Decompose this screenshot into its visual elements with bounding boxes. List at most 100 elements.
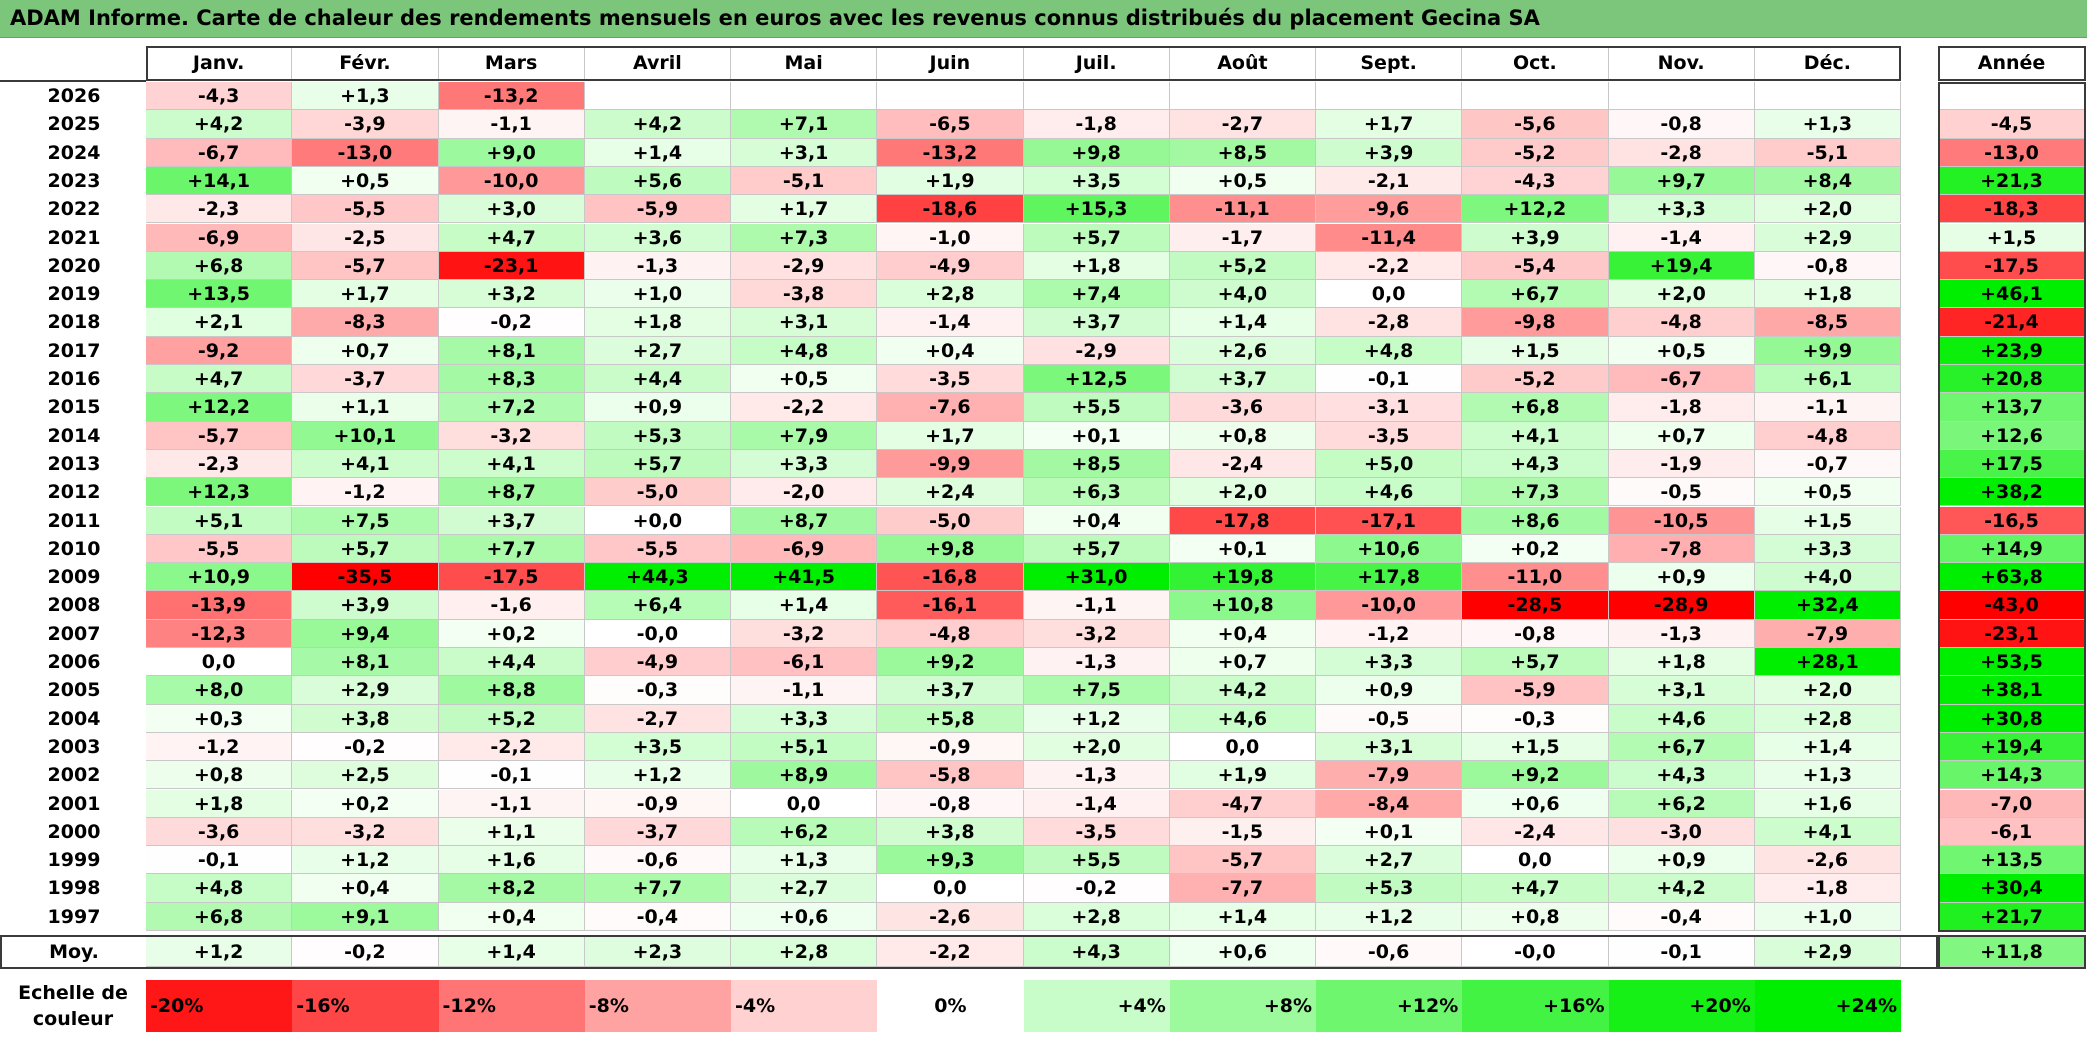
heatmap-cell: -28,5 bbox=[1462, 591, 1609, 620]
annual-header: Année bbox=[1938, 46, 2086, 80]
heatmap-cell: -13,2 bbox=[438, 82, 585, 111]
heatmap-cell bbox=[731, 82, 878, 111]
heatmap-cell: -5,4 bbox=[1462, 251, 1609, 281]
grid-separator bbox=[0, 80, 146, 82]
annual-cell: -21,4 bbox=[1938, 308, 2086, 337]
annual-cell: +30,8 bbox=[1938, 704, 2086, 733]
heatmap-cell: +1,3 bbox=[292, 82, 439, 111]
heatmap-cell: +2,7 bbox=[1316, 846, 1463, 875]
heatmap-cell: +5,7 bbox=[584, 449, 731, 479]
heatmap-cell: +8,5 bbox=[1023, 449, 1170, 479]
heatmap-cell: -17,5 bbox=[438, 563, 585, 592]
heatmap-cell: +7,7 bbox=[438, 534, 585, 564]
month-header: Janv. bbox=[146, 46, 293, 80]
heatmap-cell: +0,7 bbox=[292, 336, 439, 365]
heatmap-cell: -3,5 bbox=[1316, 421, 1463, 450]
color-scale-step: -20% bbox=[146, 980, 293, 1032]
heatmap-cell: +9,3 bbox=[877, 846, 1024, 875]
heatmap-cell: -16,1 bbox=[877, 591, 1024, 620]
heatmap-cell: -2,9 bbox=[1023, 336, 1170, 365]
heatmap-cell: +15,3 bbox=[1023, 195, 1170, 224]
heatmap-cell: 0,0 bbox=[877, 874, 1024, 903]
heatmap-cell: -3,0 bbox=[1608, 817, 1755, 847]
annual-cell: +17,5 bbox=[1938, 449, 2086, 479]
heatmap-cell: -2,1 bbox=[1316, 166, 1463, 196]
heatmap-cell: -8,5 bbox=[1754, 308, 1901, 337]
heatmap-cell: +3,9 bbox=[292, 591, 439, 620]
heatmap-cell: +1,0 bbox=[584, 280, 731, 309]
year-label: 2022 bbox=[47, 198, 101, 221]
heatmap-cell: +1,5 bbox=[1462, 732, 1609, 762]
heatmap-cell: -1,1 bbox=[438, 789, 585, 818]
heatmap-cell: 0,0 bbox=[731, 789, 878, 818]
heatmap-cell: +3,6 bbox=[584, 223, 731, 252]
heatmap-cell: +41,5 bbox=[731, 563, 878, 592]
heatmap-cell: -2,2 bbox=[731, 393, 878, 422]
heatmap-cell: +6,8 bbox=[1462, 393, 1609, 422]
heatmap-cell: -0,4 bbox=[1608, 902, 1755, 931]
heatmap-cell: -12,3 bbox=[146, 619, 293, 648]
heatmap-cell: -3,7 bbox=[584, 817, 731, 847]
heatmap-cell: -0,4 bbox=[584, 902, 731, 931]
heatmap-cell: +3,9 bbox=[1316, 138, 1463, 167]
heatmap-cell: -1,8 bbox=[1023, 110, 1170, 139]
heatmap-cell bbox=[1608, 82, 1755, 111]
heatmap-cell: +1,2 bbox=[584, 761, 731, 790]
heatmap-cell: +2,0 bbox=[1754, 195, 1901, 224]
annual-cell: +21,3 bbox=[1938, 166, 2086, 196]
heatmap-cell: +9,8 bbox=[877, 534, 1024, 564]
heatmap-cell: -1,8 bbox=[1754, 874, 1901, 903]
annual-cell: +14,3 bbox=[1938, 761, 2086, 790]
heatmap-cell: +1,4 bbox=[1169, 902, 1316, 931]
month-header: Nov. bbox=[1608, 46, 1755, 80]
annual-cell: -23,1 bbox=[1938, 619, 2086, 648]
heatmap-cell: +5,2 bbox=[438, 704, 585, 733]
heatmap-cell: -1,8 bbox=[1608, 393, 1755, 422]
year-label: 2020 bbox=[47, 254, 101, 277]
heatmap-cell: +6,2 bbox=[731, 817, 878, 847]
heatmap-cell: -3,5 bbox=[877, 365, 1024, 394]
annual-cell: -18,3 bbox=[1938, 195, 2086, 224]
average-cell: -2,2 bbox=[877, 937, 1024, 967]
heatmap-cell: -2,3 bbox=[146, 195, 293, 224]
month-header: Août bbox=[1169, 46, 1316, 80]
heatmap-cell: +4,1 bbox=[292, 449, 439, 479]
heatmap-cell: +6,7 bbox=[1608, 732, 1755, 762]
heatmap-cell: +2,0 bbox=[1608, 280, 1755, 309]
heatmap-cell: +31,0 bbox=[1023, 563, 1170, 592]
heatmap-cell: -1,5 bbox=[1169, 817, 1316, 847]
heatmap-cell: -5,9 bbox=[584, 195, 731, 224]
heatmap-cell: +1,9 bbox=[1169, 761, 1316, 790]
heatmap-cell: +13,5 bbox=[146, 280, 293, 309]
heatmap-cell: +4,2 bbox=[146, 110, 293, 139]
heatmap-cell: +1,2 bbox=[1023, 704, 1170, 733]
year-label: 1997 bbox=[47, 905, 101, 928]
heatmap-cell: +4,2 bbox=[1169, 676, 1316, 705]
heatmap-cell: -2,7 bbox=[584, 704, 731, 733]
average-cell: +1,2 bbox=[146, 937, 293, 967]
heatmap-cell: +7,7 bbox=[584, 874, 731, 903]
heatmap-cell: +6,7 bbox=[1462, 280, 1609, 309]
heatmap-cell: +5,1 bbox=[731, 732, 878, 762]
year-label: 2013 bbox=[47, 452, 101, 475]
heatmap-cell: +6,4 bbox=[584, 591, 731, 620]
heatmap-cell: -13,0 bbox=[292, 138, 439, 167]
heatmap-cell: -2,8 bbox=[1316, 308, 1463, 337]
heatmap-cell: +7,2 bbox=[438, 393, 585, 422]
average-label: Moy. bbox=[49, 941, 99, 963]
heatmap-cell: +19,4 bbox=[1608, 251, 1755, 281]
heatmap-cell: -11,4 bbox=[1316, 223, 1463, 252]
heatmap-cell: +9,9 bbox=[1754, 336, 1901, 365]
annual-cell: +30,4 bbox=[1938, 874, 2086, 903]
heatmap-cell: +0,1 bbox=[1023, 421, 1170, 450]
heatmap-cell: -7,9 bbox=[1316, 761, 1463, 790]
heatmap-cell: +6,3 bbox=[1023, 478, 1170, 507]
heatmap-cell: +10,8 bbox=[1169, 591, 1316, 620]
color-scale-step: +16% bbox=[1462, 980, 1609, 1032]
average-cell: -0,2 bbox=[292, 937, 439, 967]
month-header: Mars bbox=[438, 46, 585, 80]
heatmap-cell: -0,1 bbox=[438, 761, 585, 790]
heatmap-cell: -0,3 bbox=[1462, 704, 1609, 733]
heatmap-cell: -1,3 bbox=[1608, 619, 1755, 648]
heatmap-cell: -1,1 bbox=[1754, 393, 1901, 422]
